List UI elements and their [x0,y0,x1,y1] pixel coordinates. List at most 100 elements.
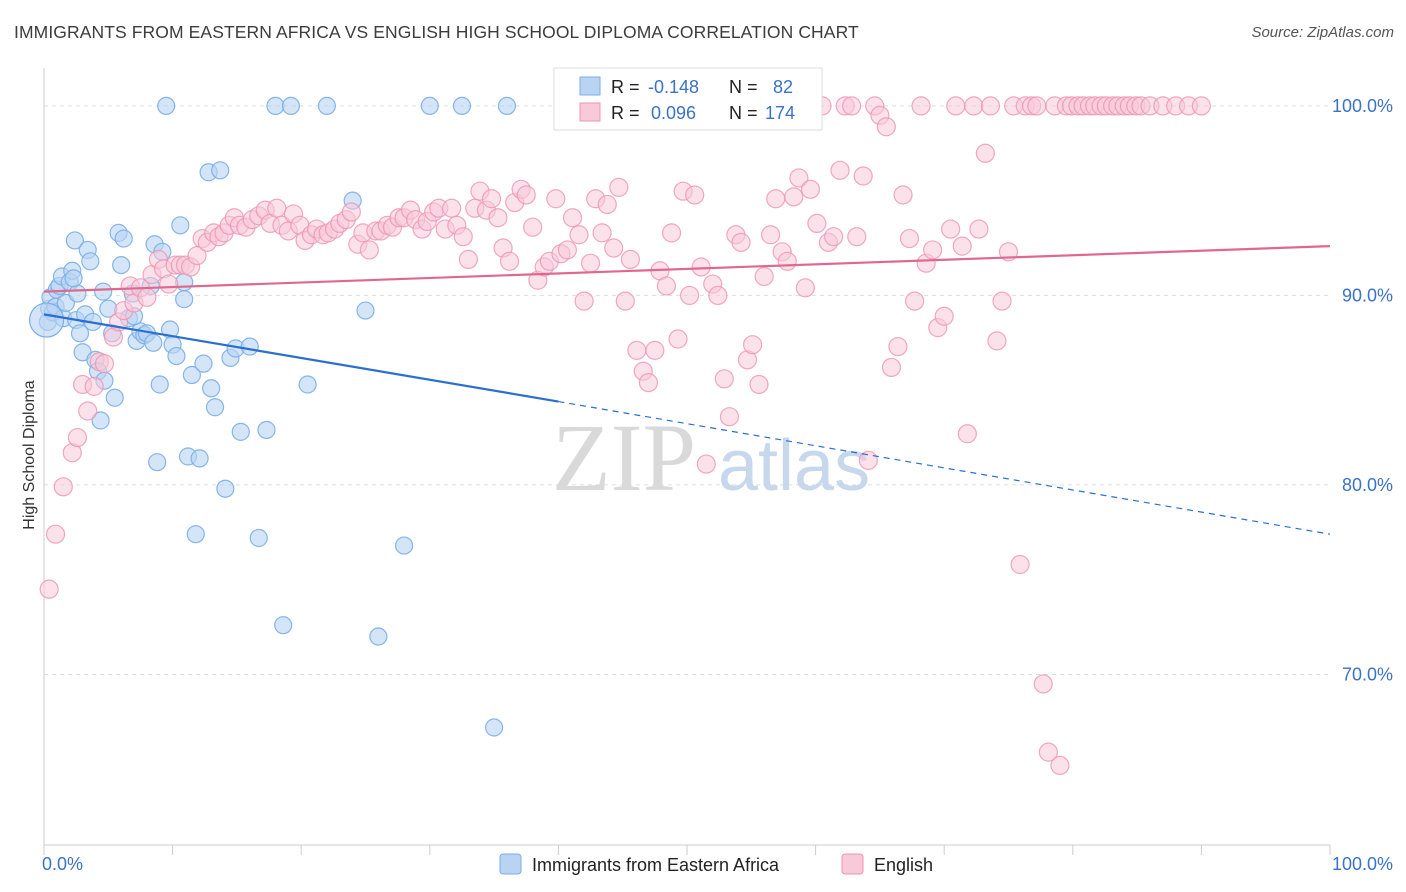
point-english [580,253,601,273]
point-immigrants-from-eastern-africa [175,290,194,309]
point-immigrants-from-eastern-africa [266,96,285,116]
point-english [905,291,925,311]
point-immigrants-from-eastern-africa [94,282,113,301]
point-english [685,185,705,205]
point-immigrants-from-eastern-africa [65,231,84,250]
point-english [1191,96,1212,116]
point-english [569,225,589,245]
point-english [911,96,931,116]
point-english [946,96,966,116]
point-immigrants-from-eastern-africa [194,354,213,373]
point-english [359,240,379,260]
trend-line-english [43,245,1331,293]
point-immigrants-from-eastern-africa [452,96,472,116]
point-immigrants-from-eastern-africa [216,479,235,498]
legend-r-value-1: -0.148 [648,77,699,97]
point-immigrants-from-eastern-africa [211,161,230,180]
point-english [789,168,809,188]
point-immigrants-from-eastern-africa [114,229,133,248]
trend-line-immigrants-from-eastern-africa [43,313,559,403]
point-english [807,213,827,233]
point-english [67,427,88,448]
point-english [760,225,781,245]
point-english [987,331,1007,351]
point-english [137,287,157,307]
x-ticks [43,845,1331,855]
point-english [546,189,566,209]
point-immigrants-from-eastern-africa [257,420,276,440]
legend-r-value-2: 0.096 [651,103,696,123]
point-immigrants-from-eastern-africa [105,388,124,407]
point-english [481,189,502,209]
legend-n-label-2: N = [729,103,758,123]
legend-r-label-2: R = [611,103,640,123]
point-immigrants-from-eastern-africa [281,96,301,116]
point-immigrants-from-eastern-africa [70,324,90,343]
point-english [853,166,873,186]
point-immigrants-from-eastern-africa [249,528,268,548]
point-english [453,227,473,247]
point-english [708,285,728,306]
point-immigrants-from-eastern-africa [64,269,83,288]
point-english [615,291,635,311]
point-english [923,240,943,260]
watermark-zip: ZIP [552,404,696,511]
point-english [893,185,913,205]
y-tick-label-70: 70.0% [1342,664,1393,684]
point-english [830,160,850,180]
point-english [627,340,647,360]
point-english [458,249,478,270]
point-immigrants-from-eastern-africa [231,422,250,441]
series-legend-label-pink: English [874,855,933,875]
point-immigrants-from-eastern-africa [182,365,201,385]
point-english [604,238,624,258]
y-tick-label-90: 90.0% [1342,285,1393,305]
point-english [952,236,972,256]
series-legend-label-blue: Immigrants from Eastern Africa [532,855,780,875]
point-immigrants-from-eastern-africa [202,379,221,398]
point-english [679,285,700,306]
series-legend-swatch-blue [499,853,522,875]
legend-swatch-pink [579,102,601,122]
point-immigrants-from-eastern-africa [420,96,439,116]
point-immigrants-from-eastern-africa [157,96,176,116]
point-immigrants-from-eastern-africa [150,375,169,394]
watermark-atlas: atlas [718,426,870,506]
point-english [1050,755,1070,776]
trend-line-dashed-immigrants-from-eastern-africa [558,400,1331,535]
point-immigrants-from-eastern-africa [497,96,517,116]
legend-n-label-1: N = [729,77,758,97]
point-english [714,369,734,389]
legend-swatch-blue [579,76,601,96]
point-immigrants-from-eastern-africa [298,375,317,394]
point-english [691,257,711,277]
point-english [1010,554,1030,575]
watermark: ZIP atlas [552,404,870,511]
point-english [516,185,536,205]
point-english [442,198,462,218]
point-english [992,291,1012,311]
point-english [784,187,804,207]
point-immigrants-from-eastern-africa [240,337,259,356]
point-english [749,374,769,395]
point-english [638,372,659,393]
point-english [980,96,1001,116]
point-english [824,227,844,247]
point-immigrants-from-eastern-africa [148,453,167,472]
point-immigrants-from-eastern-africa [274,616,293,635]
point-immigrants-from-eastern-africa [167,346,186,366]
point-english [656,276,677,296]
point-english [53,477,73,497]
point-immigrants-from-eastern-africa [369,627,388,646]
series-legend: Immigrants from Eastern Africa English [499,853,933,875]
y-axis-label: High School Diploma [21,380,38,530]
point-english [1027,96,1047,116]
point-english [881,357,902,378]
trend-lines [43,245,1331,535]
point-english [696,454,716,474]
point-immigrants-from-eastern-africa [394,536,414,555]
point-english [499,251,520,271]
point-english [94,354,115,374]
stats-legend: R = -0.148 N = 82 R = 0.096 N = 174 [553,67,823,131]
